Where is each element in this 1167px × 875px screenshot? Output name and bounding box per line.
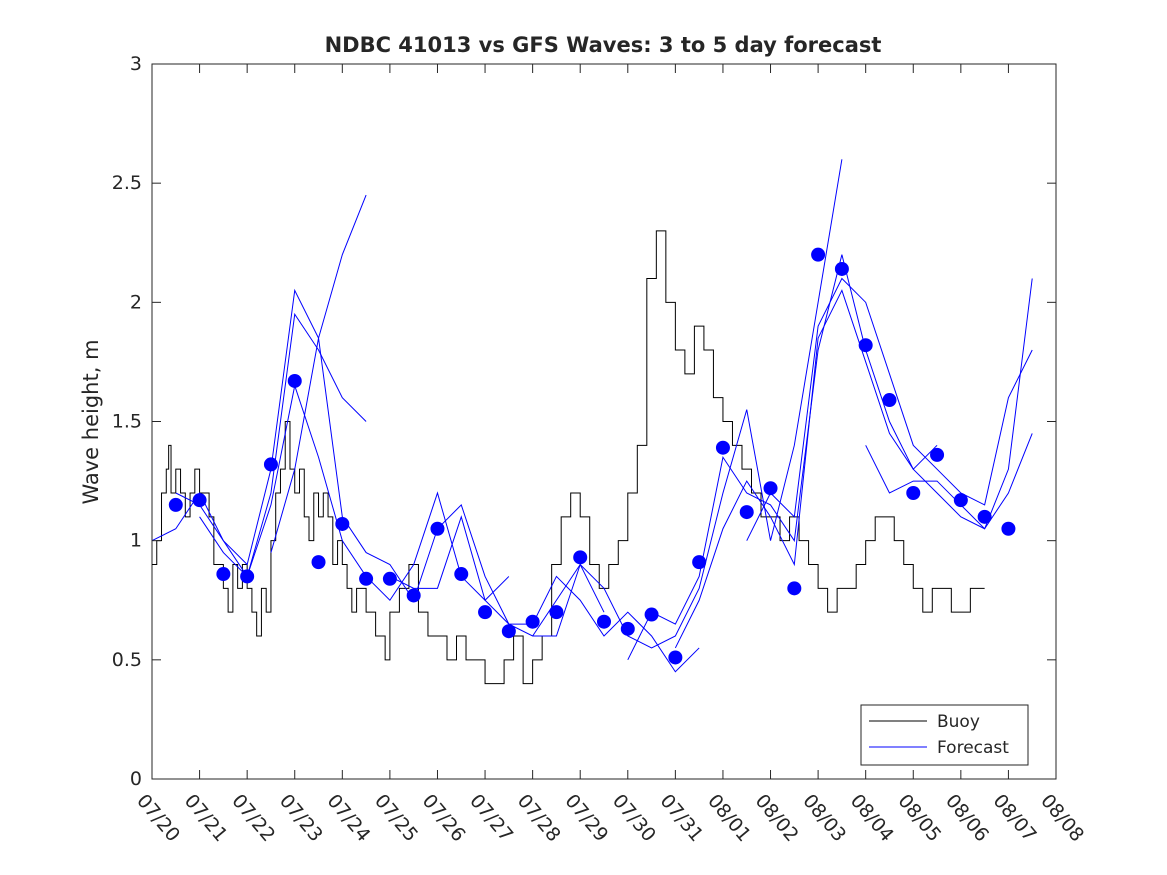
forecast-marker <box>644 607 659 622</box>
forecast-marker <box>430 521 445 536</box>
y-axis: 0 0.5 1 1.5 2 2.5 3 <box>112 53 1056 790</box>
forecast-run-line-10 <box>865 433 1033 530</box>
forecast-marker <box>335 516 350 531</box>
forecast-run-line-3 <box>199 383 510 602</box>
forecast-marker <box>763 481 778 496</box>
forecast-marker <box>168 497 183 512</box>
forecast-marker <box>668 650 683 665</box>
y-axis-label: Wave height, m <box>79 339 103 504</box>
plot-area <box>151 63 1057 780</box>
forecast-marker <box>501 624 516 639</box>
forecast-marker <box>834 261 849 276</box>
y-tick-label: 1.5 <box>112 411 142 433</box>
forecast-marker <box>1001 521 1016 536</box>
forecast-marker <box>478 605 493 620</box>
forecast-marker <box>573 550 588 565</box>
forecast-marker <box>311 555 326 570</box>
forecast-marker <box>382 571 397 586</box>
forecast-marker <box>597 614 611 629</box>
forecast-marker <box>240 569 255 584</box>
forecast-marker <box>906 486 921 500</box>
y-tick-label: 1 <box>130 530 142 552</box>
forecast-marker <box>977 509 992 524</box>
forecast-marker <box>406 588 421 603</box>
forecast-run-line-6 <box>532 159 843 649</box>
forecast-run-line-9 <box>746 277 1033 541</box>
forecast-marker <box>811 247 826 262</box>
forecast-marker <box>882 393 897 408</box>
y-tick-label: 3 <box>130 53 142 75</box>
forecast-marker <box>692 555 707 570</box>
forecast-marker <box>549 605 564 620</box>
forecast-run-line-8 <box>674 278 1033 649</box>
legend-label-1: Buoy <box>937 712 980 732</box>
forecast-marker <box>620 621 635 636</box>
forecast-marker <box>359 571 374 586</box>
forecast-marker <box>930 447 945 462</box>
forecast-run-line-1 <box>152 194 367 566</box>
chart-title: NDBC 41013 vs GFS Waves: 3 to 5 day fore… <box>325 33 882 57</box>
forecast-marker <box>216 567 231 582</box>
forecast-marker <box>858 338 873 353</box>
forecast-marker <box>739 505 754 520</box>
forecast-marker <box>287 373 302 388</box>
forecast-marker <box>525 614 540 629</box>
y-tick-label: 0.5 <box>112 649 142 671</box>
legend-label-2: Forecast <box>937 738 1009 758</box>
y-tick-label: 0 <box>130 768 142 790</box>
forecast-marker <box>715 440 730 455</box>
forecast-marker <box>787 581 802 596</box>
forecast-marker <box>263 457 278 472</box>
series-group <box>152 159 1033 685</box>
y-tick-label: 2.5 <box>112 172 142 194</box>
legend-box <box>860 704 1029 766</box>
forecast-marker <box>953 493 968 508</box>
y-tick-label: 2 <box>130 291 142 313</box>
forecast-run-line-2 <box>175 312 367 578</box>
legend: Buoy Forecast <box>860 704 1029 766</box>
forecast-marker <box>454 567 469 582</box>
forecast-run-line-7 <box>627 254 938 661</box>
forecast-run-line-5 <box>389 515 700 673</box>
forecast-marker <box>192 493 207 508</box>
